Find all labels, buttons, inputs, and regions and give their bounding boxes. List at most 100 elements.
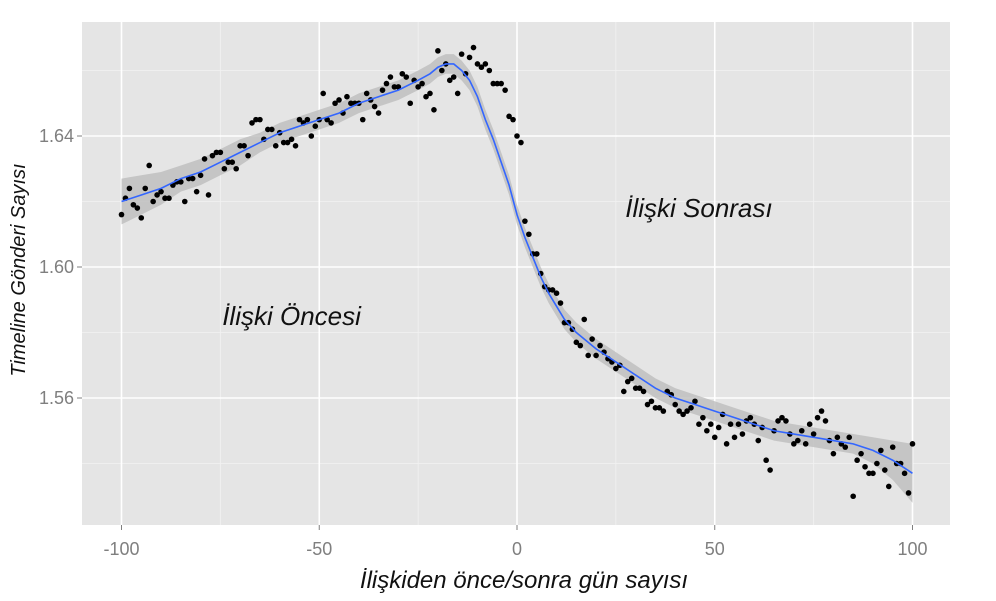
data-point [652, 405, 659, 411]
y-axis-label: Timeline Gönderi Sayısı [8, 163, 30, 376]
data-point [217, 149, 224, 156]
x-tick-label: 50 [705, 539, 725, 559]
data-point [755, 437, 762, 444]
data-point [711, 434, 718, 441]
data-point [336, 97, 342, 103]
plot-panel [82, 22, 950, 525]
y-tick-label: 1.64 [39, 126, 74, 146]
data-point [510, 116, 516, 123]
x-tick-label: 100 [897, 539, 927, 559]
data-point [257, 116, 263, 123]
data-point [359, 116, 366, 123]
data-point [193, 188, 200, 195]
data-point [371, 103, 378, 110]
data-point [446, 77, 453, 84]
x-axis-label: İlişkiden önce/sonra gün sayısı [360, 567, 688, 594]
data-point [344, 93, 350, 100]
data-point [878, 447, 884, 454]
data-point [158, 188, 164, 195]
data-point [395, 84, 402, 90]
data-point [696, 421, 702, 428]
data-point [549, 287, 556, 293]
data-point [882, 467, 888, 473]
data-point [383, 80, 390, 87]
data-point [181, 198, 188, 205]
data-point [221, 165, 228, 172]
data-point [237, 143, 243, 149]
data-point [704, 427, 710, 434]
data-point [747, 414, 754, 421]
data-point [403, 74, 410, 80]
annotation-before: İlişki Öncesi [222, 301, 362, 331]
data-point [739, 431, 746, 437]
data-point [644, 401, 651, 408]
data-point [597, 342, 603, 349]
data-point [557, 300, 564, 306]
data-point [688, 405, 694, 411]
data-point [723, 441, 730, 447]
data-point [427, 90, 433, 97]
data-point [126, 185, 133, 192]
data-point [585, 352, 591, 359]
smooth-line [121, 63, 913, 474]
data-point [573, 339, 580, 346]
data-point [822, 418, 829, 424]
data-point [201, 156, 208, 162]
data-point [640, 388, 647, 395]
data-point [715, 424, 722, 431]
data-point [779, 414, 785, 421]
data-point [791, 441, 797, 447]
data-point [676, 408, 682, 414]
data-point [407, 100, 414, 107]
data-point [292, 143, 299, 149]
data-point [680, 411, 686, 418]
data-point [399, 70, 406, 77]
data-point [624, 378, 631, 385]
data-point [502, 87, 508, 93]
data-point [628, 375, 635, 382]
data-point [589, 336, 595, 342]
data-point [814, 414, 821, 421]
data-point [138, 215, 145, 221]
x-tick-label: -100 [103, 539, 139, 559]
data-point [866, 470, 872, 477]
data-point [506, 113, 512, 120]
data-point [249, 120, 255, 126]
data-point [348, 100, 354, 107]
data-point [450, 74, 457, 80]
data-point [830, 450, 837, 457]
data-point [265, 126, 271, 133]
data-point [486, 67, 493, 74]
data-point [332, 100, 338, 107]
data-point [767, 467, 773, 473]
data-point [632, 385, 639, 391]
data-point [522, 218, 528, 224]
data-point [178, 179, 184, 185]
data-point [846, 434, 853, 441]
data-point [684, 408, 690, 414]
data-point [802, 441, 809, 447]
data-point [806, 421, 813, 428]
data-point [268, 126, 275, 133]
data-point [874, 460, 880, 467]
data-point [818, 408, 825, 414]
data-point [142, 185, 149, 192]
data-point [233, 165, 239, 172]
data-point [648, 398, 655, 405]
data-point [454, 90, 461, 97]
data-point [166, 195, 172, 202]
data-point [130, 201, 137, 208]
data-point [798, 427, 805, 434]
data-point [854, 457, 860, 464]
x-axis-ticks: -100 -50 0 50 100 [103, 525, 928, 559]
data-point [375, 110, 382, 116]
data-point [470, 44, 477, 51]
data-point [514, 133, 520, 139]
data-point [660, 408, 667, 414]
data-point [707, 421, 714, 428]
data-point [735, 421, 742, 428]
data-point [842, 444, 849, 450]
data-point [905, 490, 912, 496]
data-point [731, 434, 738, 441]
